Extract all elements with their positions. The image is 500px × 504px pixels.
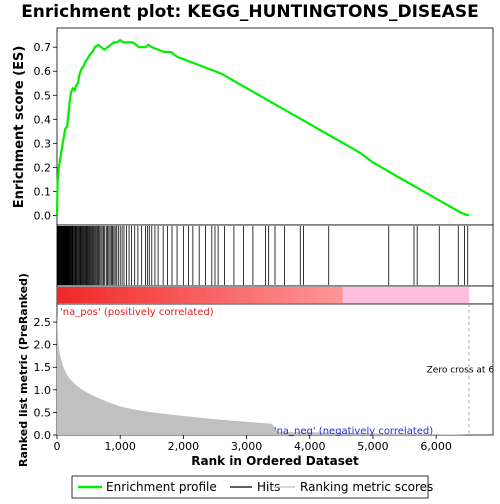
band-positive-segment [171,287,179,303]
band-positive-segment [92,287,101,303]
rank-panel: 'na_pos' (positively correlated) 'na_neg… [17,273,494,468]
rank-y-ticks: 0.0 0.5 1.0 1.5 2.0 2.5 [34,316,57,442]
es-plot-frame [56,27,494,226]
rank-xtick-label: 3,000 [231,440,263,453]
es-ytick-label: 0.0 [34,209,52,222]
band-positive-segment [335,287,344,303]
band-positive-segment [114,287,122,303]
hits-panel [56,224,494,287]
band-positive-segment [121,287,129,303]
es-ytick-label: 0.6 [34,65,52,78]
band-positive-segment [99,287,108,303]
es-ytick-label: 0.1 [34,185,52,198]
band-positive-segment [135,287,144,303]
band-positive-segment [256,287,265,303]
legend: Enrichment profile Hits Ranking metric s… [71,475,433,499]
band-positive-segment [328,287,336,303]
es-panel: 0.0 0.1 0.2 0.3 0.4 0.5 0.6 0.7 Enrichment scor… [12,27,494,226]
band-positive-segment [192,287,201,303]
band-positive-segment [299,287,308,303]
legend-label-enrichment: Enrichment profile [106,480,217,494]
rank-ytick-label: 0.5 [34,406,52,419]
hit-lines [56,226,469,285]
es-ytick-label: 0.4 [34,113,52,126]
band-positive-segment [285,287,294,303]
band-positive-segment [264,287,272,303]
band-positive-segment [142,287,151,303]
band-positive-segment [156,287,165,303]
rank-ylabel: Ranked list metric (PreRanked) [17,273,30,467]
band-positive-segment [221,287,229,303]
rank-xtick-label: 1,000 [104,440,136,453]
es-ytick-label: 0.3 [34,137,52,150]
zero-cross-label: Zero cross at 6 [427,366,495,376]
rank-plot-frame [56,303,494,436]
rank-ytick-label: 1.5 [34,361,52,374]
band-positive-segment [206,287,215,303]
band-positive-segment [164,287,172,303]
ranking-metric-area [57,313,469,435]
band-positive-segment [249,287,258,303]
correlation-band [56,285,494,305]
band-positive-segment [85,287,94,303]
band-positive-segment [306,287,315,303]
rank-xtick-label: 4,000 [294,440,326,453]
band-positive-segment [314,287,322,303]
band-positive-segment [57,287,65,303]
band-positive-segment [242,287,251,303]
rank-ytick-label: 2.5 [34,316,52,329]
rank-xtick-label: 2,000 [168,440,200,453]
enrichment-profile-line [55,38,470,217]
legend-label-ranking: Ranking metric scores [300,480,433,494]
band-positive-segment [106,287,115,303]
band-positive-segment [178,287,187,303]
band-positive-segment [128,287,137,303]
band-positive-segment [321,287,329,303]
es-ytick-label: 0.2 [34,161,52,174]
legend-label-hits: Hits [257,480,280,494]
positive-correlation-label: 'na_pos' (positively correlated) [60,307,214,318]
rank-xtick-label: 5,000 [357,440,389,453]
band-positive-segment [199,287,208,303]
rank-ytick-label: 2.0 [34,339,52,352]
chart-title: Enrichment plot: KEGG_HUNTINGTONS_DISEAS… [21,2,479,22]
band-positive-segment [64,287,72,303]
rank-xtick-label: 0 [54,440,61,453]
band-positive-segment [214,287,222,303]
rank-xtick-label: 6,000 [420,440,452,453]
band-positive-segment [78,287,87,303]
es-y-ticks: 0.0 0.1 0.2 0.3 0.4 0.5 0.6 0.7 [34,41,57,222]
rank-x-ticks: 0 1,000 2,000 3,000 4,000 5,000 6,000 [54,435,452,453]
rank-ytick-label: 1.0 [34,384,52,397]
es-ytick-label: 0.5 [34,89,52,102]
rank-xlabel: Rank in Ordered Dataset [191,454,359,468]
es-ylabel: Enrichment score (ES) [12,46,27,209]
band-positive-segment [149,287,158,303]
band-negative-segment [342,287,469,303]
band-positive-segment [71,287,79,303]
band-positive-segment [228,287,237,303]
rank-ytick-label: 0.0 [34,429,52,442]
band-positive-segment [278,287,286,303]
band-positive-segment [235,287,244,303]
negative-correlation-label: 'na_neg' (negatively correlated) [274,426,433,437]
band-positive-segment [292,287,301,303]
band-positive-segment [271,287,279,303]
band-positive-segment [185,287,194,303]
es-ytick-label: 0.7 [34,41,52,54]
